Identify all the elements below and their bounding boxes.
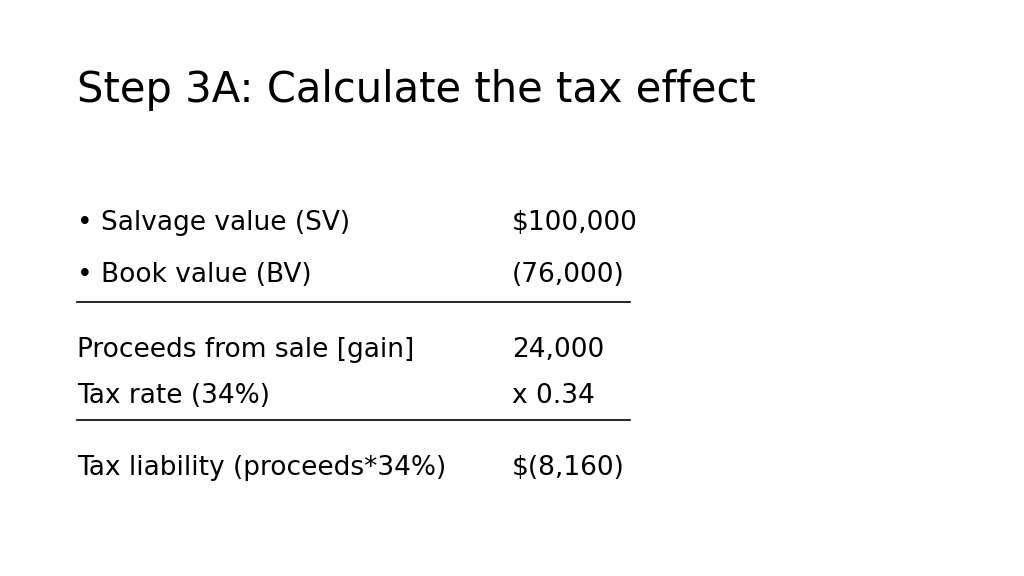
Text: $100,000: $100,000	[512, 210, 638, 236]
Text: Tax rate (34%): Tax rate (34%)	[77, 383, 269, 409]
Text: (76,000): (76,000)	[512, 262, 625, 288]
Text: $(8,160): $(8,160)	[512, 455, 625, 481]
Text: • Salvage value (SV): • Salvage value (SV)	[77, 210, 350, 236]
Text: 24,000: 24,000	[512, 337, 604, 363]
Text: Step 3A: Calculate the tax effect: Step 3A: Calculate the tax effect	[77, 69, 756, 111]
Text: • Book value (BV): • Book value (BV)	[77, 262, 311, 288]
Text: x 0.34: x 0.34	[512, 383, 595, 409]
Text: Proceeds from sale [gain]: Proceeds from sale [gain]	[77, 337, 414, 363]
Text: Tax liability (proceeds*34%): Tax liability (proceeds*34%)	[77, 455, 446, 481]
